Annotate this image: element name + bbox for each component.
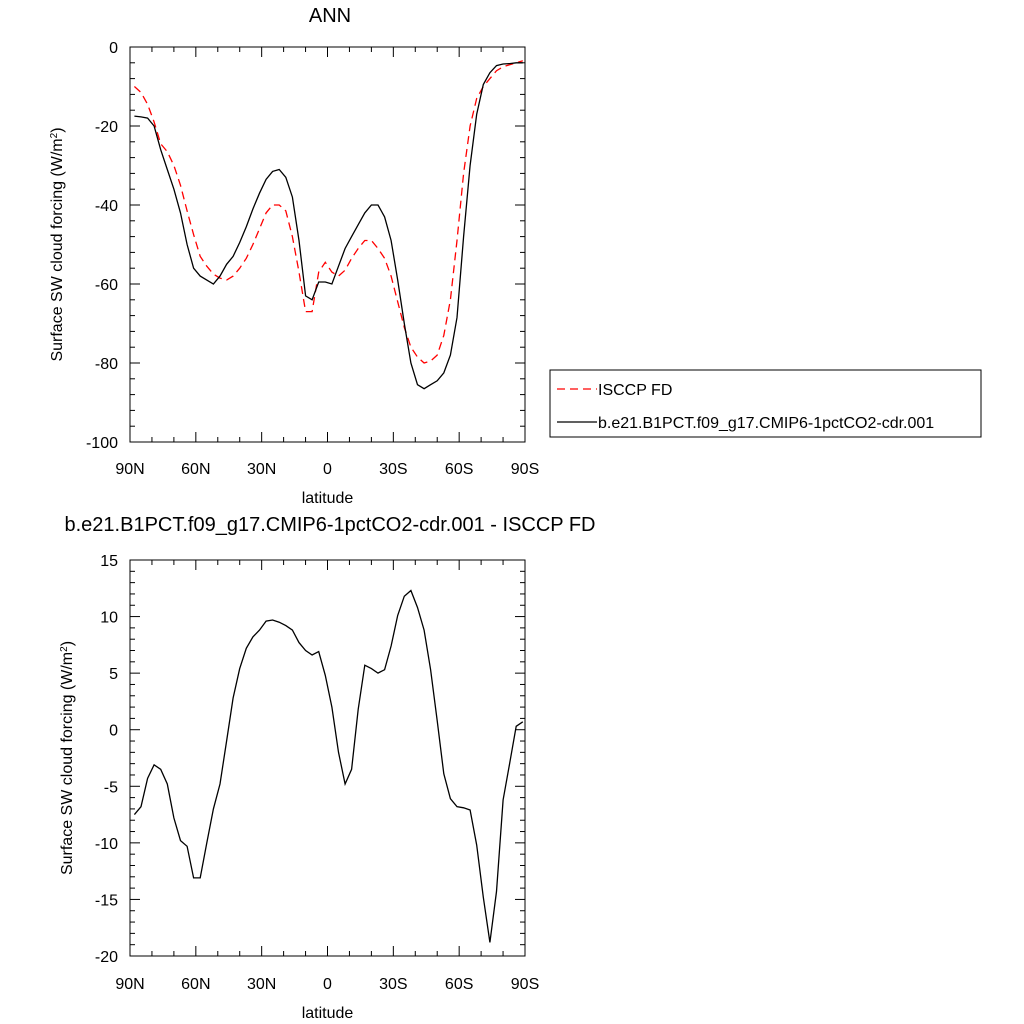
y-axis-label: Surface SW cloud forcing (W/m2) xyxy=(59,641,77,875)
x-axis-label: latitude xyxy=(302,1005,354,1022)
chart-title: b.e21.B1PCT.f09_g17.CMIP6-1pctCO2-cdr.00… xyxy=(65,514,596,536)
y-axis-label-sup: 2 xyxy=(49,132,60,138)
legend-box xyxy=(549,369,982,438)
x-tick-label: 30S xyxy=(379,461,407,478)
y-tick-label: -40 xyxy=(95,198,118,215)
y-tick-label: 5 xyxy=(109,666,118,683)
y-tick-label: 10 xyxy=(100,610,118,627)
y-tick-label: 0 xyxy=(109,40,118,57)
legend-label-2: b.e21.B1PCT.f09_g17.CMIP6-1pctCO2-cdr.00… xyxy=(598,415,934,432)
y-axis-label-end: ) xyxy=(49,127,66,132)
y-axis-label-main: Surface SW cloud forcing (W/m xyxy=(49,138,66,361)
x-tick-label: 60N xyxy=(181,461,210,478)
x-tick-label: 60S xyxy=(445,976,473,993)
x-tick-label: 30N xyxy=(247,976,276,993)
y-tick-label: -100 xyxy=(86,435,118,452)
y-tick-label: -20 xyxy=(95,949,118,966)
plot-frame xyxy=(129,46,526,443)
y-tick-label: -80 xyxy=(95,356,118,373)
legend: ISCCP FD b.e21.B1PCT.f09_g17.CMIP6-1pctCO… xyxy=(549,369,982,438)
legend-label-1: ISCCP FD xyxy=(598,382,672,399)
y-axis-label: Surface SW cloud forcing (W/m2) xyxy=(49,127,67,361)
y-tick-label: -60 xyxy=(95,277,118,294)
x-tick-label: 30N xyxy=(247,461,276,478)
x-tick-label: 90S xyxy=(511,461,539,478)
y-tick-label: -20 xyxy=(95,119,118,136)
series-line-2 xyxy=(134,62,523,390)
y-axis-label-end: ) xyxy=(59,641,76,646)
x-tick-label: 60N xyxy=(181,976,210,993)
plot-frame xyxy=(129,559,526,957)
x-tick-label: 90N xyxy=(115,976,144,993)
series-line-1 xyxy=(133,589,524,943)
series-line-1 xyxy=(133,60,523,364)
chart-panel-2: b.e21.B1PCT.f09_g17.CMIP6-1pctCO2-cdr.00… xyxy=(59,514,596,1022)
y-axis-label-sup: 2 xyxy=(59,646,70,652)
x-tick-label: 90S xyxy=(511,976,539,993)
x-tick-label: 60S xyxy=(445,461,473,478)
y-axis-label-main: Surface SW cloud forcing (W/m xyxy=(59,652,76,875)
y-tick-label: 15 xyxy=(100,553,118,570)
chart-title: ANN xyxy=(309,5,351,27)
x-tick-label: 0 xyxy=(323,976,332,993)
y-tick-label: -10 xyxy=(95,836,118,853)
x-tick-label: 30S xyxy=(379,976,407,993)
y-tick-label: -15 xyxy=(95,892,118,909)
chart-panel-1: ANN 90N 60N 30N 0 30S 60S 90S 0 -20 -40 -60 -80 -100 l… xyxy=(49,5,982,507)
y-tick-label: 0 xyxy=(109,723,118,740)
x-tick-label: 90N xyxy=(115,461,144,478)
x-tick-label: 0 xyxy=(323,461,332,478)
x-axis-label: latitude xyxy=(302,490,354,507)
y-tick-label: -5 xyxy=(104,779,118,796)
